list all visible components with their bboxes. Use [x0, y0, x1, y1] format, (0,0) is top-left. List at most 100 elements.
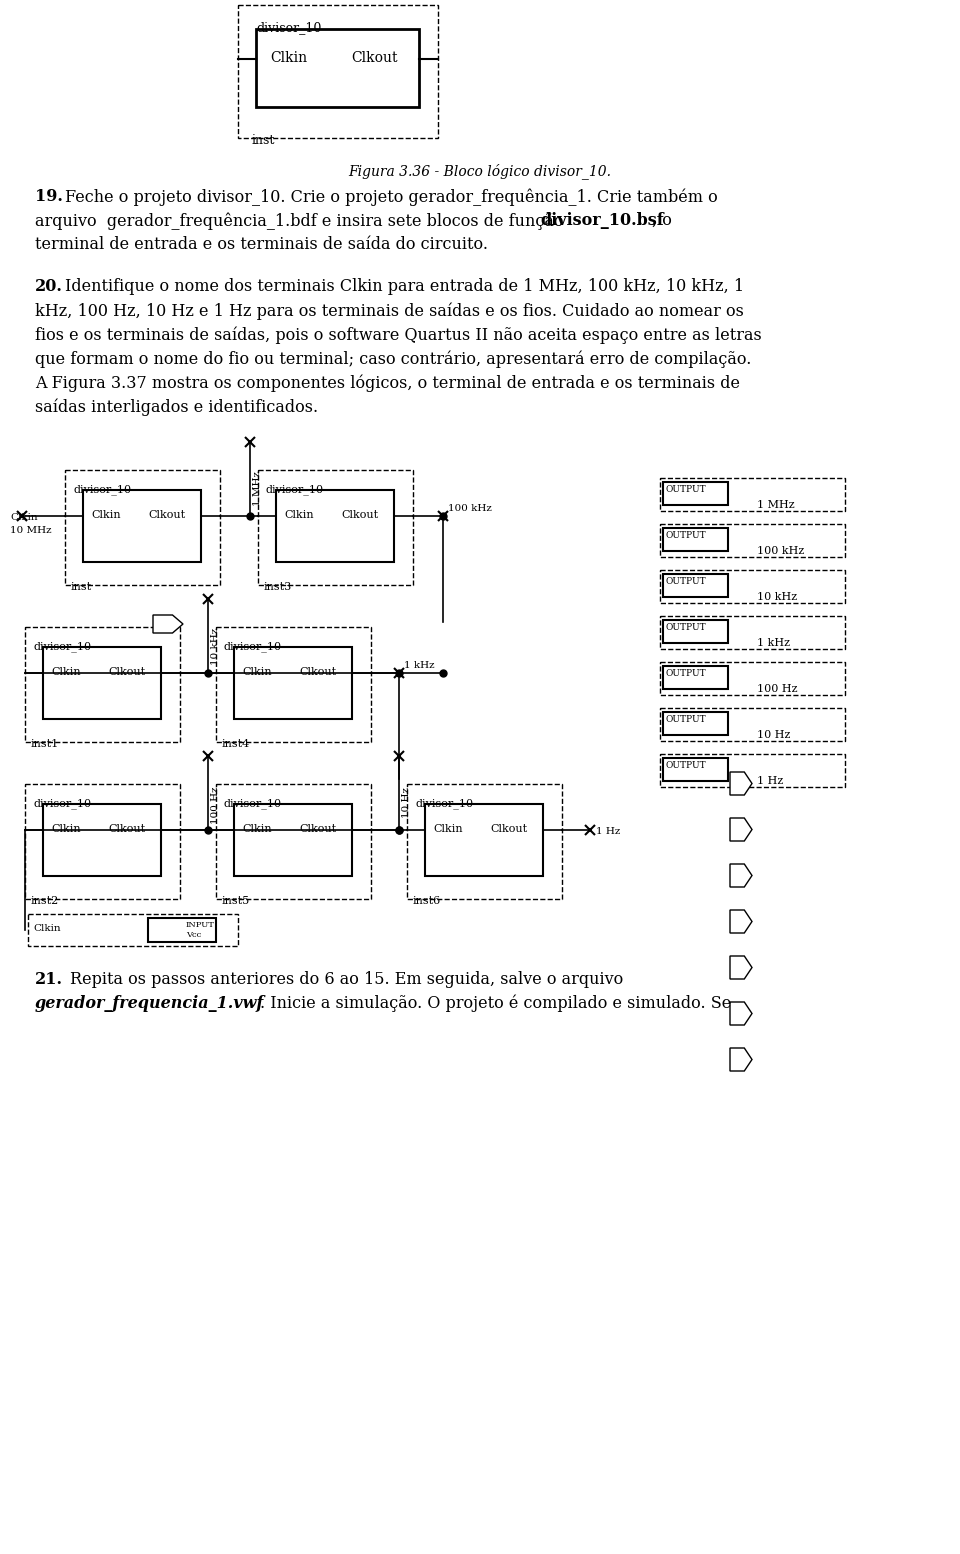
Polygon shape — [730, 1002, 752, 1026]
Text: 10 Hz: 10 Hz — [757, 729, 790, 740]
Text: 1 kHz: 1 kHz — [404, 660, 435, 670]
Text: inst5: inst5 — [222, 897, 251, 906]
Text: inst3: inst3 — [264, 583, 292, 592]
Polygon shape — [663, 667, 728, 688]
Polygon shape — [663, 712, 728, 735]
Text: 21.: 21. — [35, 971, 63, 988]
Text: divisor_10: divisor_10 — [415, 799, 473, 808]
Polygon shape — [83, 490, 201, 563]
Polygon shape — [663, 758, 728, 782]
Polygon shape — [256, 30, 419, 107]
Text: 1 MHz: 1 MHz — [757, 499, 795, 510]
Text: 1 MHz: 1 MHz — [253, 471, 262, 507]
Text: 10 Hz: 10 Hz — [402, 788, 411, 819]
Polygon shape — [730, 911, 752, 932]
Polygon shape — [43, 803, 161, 876]
Polygon shape — [43, 646, 161, 720]
Text: OUTPUT: OUTPUT — [666, 715, 707, 724]
Text: A Figura 3.37 mostra os componentes lógicos, o terminal de entrada e os terminai: A Figura 3.37 mostra os componentes lógi… — [35, 375, 740, 392]
Text: INPUT: INPUT — [186, 922, 215, 929]
Text: 10 kHz: 10 kHz — [757, 592, 797, 601]
Polygon shape — [663, 573, 728, 597]
Text: OUTPUT: OUTPUT — [666, 670, 707, 678]
Text: 100 kHz: 100 kHz — [757, 545, 804, 555]
Text: 10 MHz: 10 MHz — [10, 525, 52, 535]
Text: Clkin: Clkin — [242, 667, 272, 678]
Text: divisor_10: divisor_10 — [266, 483, 324, 494]
Text: 20.: 20. — [35, 278, 62, 295]
Text: inst: inst — [252, 134, 276, 148]
Polygon shape — [730, 772, 752, 796]
Text: Clkin: Clkin — [51, 667, 81, 678]
Polygon shape — [663, 620, 728, 643]
Polygon shape — [153, 615, 183, 632]
Text: Clkin: Clkin — [51, 824, 81, 834]
Text: OUTPUT: OUTPUT — [666, 577, 707, 586]
Text: Clkin: Clkin — [33, 925, 60, 932]
Text: Clkin: Clkin — [242, 824, 272, 834]
Polygon shape — [730, 864, 752, 887]
Text: inst6: inst6 — [413, 897, 442, 906]
Text: 19.: 19. — [35, 188, 62, 205]
Text: OUTPUT: OUTPUT — [666, 531, 707, 539]
Text: Repita os passos anteriores do 6 ao 15. Em seguida, salve o arquivo: Repita os passos anteriores do 6 ao 15. … — [70, 971, 623, 988]
Text: kHz, 100 Hz, 10 Hz e 1 Hz para os terminais de saídas e os fios. Cuidado ao nome: kHz, 100 Hz, 10 Hz e 1 Hz para os termin… — [35, 301, 744, 320]
Text: Feche o projeto divisor_10. Crie o projeto gerador_frequência_1. Crie também o: Feche o projeto divisor_10. Crie o proje… — [65, 188, 718, 205]
Text: 100 Hz: 100 Hz — [757, 684, 798, 693]
Text: Figura 3.36 - Bloco lógico divisor_10.: Figura 3.36 - Bloco lógico divisor_10. — [348, 163, 612, 179]
Text: inst: inst — [71, 583, 92, 592]
Text: inst1: inst1 — [31, 740, 60, 749]
Text: Clkin: Clkin — [10, 513, 37, 522]
Text: saídas interligados e identificados.: saídas interligados e identificados. — [35, 398, 318, 415]
Text: Vcc: Vcc — [186, 931, 202, 939]
Text: Clkin: Clkin — [433, 824, 463, 834]
Text: terminal de entrada e os terminais de saída do circuito.: terminal de entrada e os terminais de sa… — [35, 236, 488, 253]
Polygon shape — [730, 1047, 752, 1071]
Polygon shape — [276, 490, 394, 563]
Text: divisor_10: divisor_10 — [33, 640, 91, 651]
Text: gerador_frequencia_1.vwf: gerador_frequencia_1.vwf — [35, 995, 264, 1012]
Text: divisor_10: divisor_10 — [224, 640, 282, 651]
Text: inst4: inst4 — [222, 740, 251, 749]
Text: divisor_10: divisor_10 — [224, 799, 282, 808]
Text: Clkin: Clkin — [284, 510, 314, 521]
Polygon shape — [234, 803, 352, 876]
Text: divisor_10: divisor_10 — [256, 22, 322, 34]
Polygon shape — [663, 528, 728, 552]
Polygon shape — [730, 956, 752, 979]
Text: 1 kHz: 1 kHz — [757, 637, 790, 648]
Text: Clkin: Clkin — [91, 510, 121, 521]
Polygon shape — [425, 803, 543, 876]
Text: Clkout: Clkout — [148, 510, 185, 521]
Text: divisor_10: divisor_10 — [33, 799, 91, 808]
Text: Clkout: Clkout — [341, 510, 378, 521]
Polygon shape — [148, 918, 216, 942]
Text: Identifique o nome dos terminais Clkin para entrada de 1 MHz, 100 kHz, 10 kHz, 1: Identifique o nome dos terminais Clkin p… — [65, 278, 744, 295]
Text: fios e os terminais de saídas, pois o software Quartus II não aceita espaço entr: fios e os terminais de saídas, pois o so… — [35, 326, 761, 343]
Text: 100 Hz: 100 Hz — [211, 786, 220, 824]
Text: divisor_10.bsf: divisor_10.bsf — [540, 211, 663, 228]
Text: 1 Hz: 1 Hz — [757, 775, 783, 785]
Polygon shape — [234, 646, 352, 720]
Text: Clkout: Clkout — [299, 824, 336, 834]
Text: 100 kHz: 100 kHz — [448, 503, 492, 513]
Polygon shape — [730, 817, 752, 841]
Text: Clkout: Clkout — [351, 51, 397, 65]
Text: Clkin: Clkin — [270, 51, 307, 65]
Text: inst2: inst2 — [31, 897, 60, 906]
Text: OUTPUT: OUTPUT — [666, 485, 707, 494]
Text: Clkout: Clkout — [490, 824, 527, 834]
Text: , o: , o — [652, 211, 672, 228]
Text: 1 Hz: 1 Hz — [596, 827, 620, 836]
Text: 10 kHz: 10 kHz — [211, 628, 220, 665]
Text: . Inicie a simulação. O projeto é compilado e simulado. Se: . Inicie a simulação. O projeto é compil… — [260, 995, 732, 1013]
Text: Clkout: Clkout — [108, 824, 145, 834]
Text: arquivo  gerador_frequência_1.bdf e insira sete blocos de função: arquivo gerador_frequência_1.bdf e insir… — [35, 211, 568, 230]
Text: OUTPUT: OUTPUT — [666, 761, 707, 769]
Text: Clkout: Clkout — [108, 667, 145, 678]
Text: Clkout: Clkout — [299, 667, 336, 678]
Text: divisor_10: divisor_10 — [73, 483, 132, 494]
Text: OUTPUT: OUTPUT — [666, 623, 707, 632]
Text: que formam o nome do fio ou terminal; caso contrário, apresentará erro de compil: que formam o nome do fio ou terminal; ca… — [35, 350, 752, 367]
Polygon shape — [663, 482, 728, 505]
